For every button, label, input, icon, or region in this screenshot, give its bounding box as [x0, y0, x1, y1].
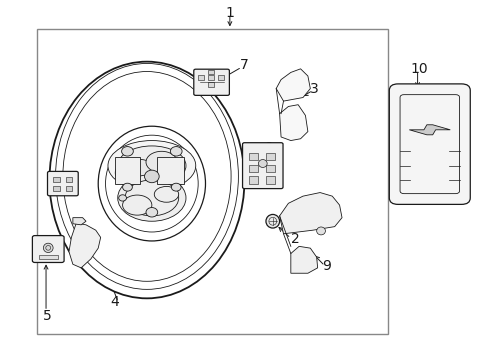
FancyBboxPatch shape [47, 171, 78, 196]
Polygon shape [279, 193, 341, 234]
Bar [37, 30, 387, 334]
Ellipse shape [118, 175, 185, 221]
Bar [207, 70, 213, 74]
Bar [266, 176, 275, 184]
Ellipse shape [119, 195, 126, 201]
Bar [249, 165, 258, 172]
Bar [266, 153, 275, 160]
Bar [217, 75, 223, 80]
Bar [249, 176, 258, 184]
Ellipse shape [265, 215, 279, 228]
FancyBboxPatch shape [193, 69, 229, 95]
Text: 9: 9 [322, 259, 331, 273]
FancyBboxPatch shape [388, 84, 469, 204]
Ellipse shape [108, 140, 195, 191]
Text: 8: 8 [69, 177, 78, 190]
Ellipse shape [43, 243, 53, 252]
FancyBboxPatch shape [242, 143, 283, 189]
Text: 10: 10 [409, 62, 427, 76]
Polygon shape [276, 69, 310, 101]
Ellipse shape [171, 183, 181, 191]
Ellipse shape [122, 147, 133, 156]
Polygon shape [290, 246, 317, 273]
Text: 1: 1 [225, 6, 234, 20]
Text: 6: 6 [264, 141, 272, 155]
Ellipse shape [146, 151, 177, 173]
Bar [207, 82, 213, 87]
Bar [198, 75, 203, 80]
Ellipse shape [146, 208, 158, 217]
Bar [65, 186, 72, 191]
Ellipse shape [122, 195, 152, 215]
Text: 2: 2 [290, 232, 299, 246]
Bar [249, 153, 258, 160]
Ellipse shape [49, 62, 244, 298]
Bar [266, 165, 275, 172]
Bar [115, 157, 140, 184]
Ellipse shape [170, 147, 182, 156]
Ellipse shape [118, 146, 185, 185]
Text: 4: 4 [110, 295, 119, 309]
Polygon shape [73, 218, 86, 225]
Text: 7: 7 [239, 58, 248, 72]
Bar [65, 177, 72, 182]
Bar [53, 186, 60, 191]
Bar [207, 75, 213, 80]
Ellipse shape [144, 170, 159, 183]
Polygon shape [279, 105, 307, 140]
Text: 3: 3 [310, 82, 319, 95]
Ellipse shape [125, 180, 178, 216]
Ellipse shape [154, 186, 178, 202]
Ellipse shape [98, 126, 205, 241]
Ellipse shape [258, 159, 266, 167]
Ellipse shape [316, 227, 325, 235]
FancyBboxPatch shape [32, 235, 64, 262]
Polygon shape [69, 223, 101, 268]
Bar [39, 255, 58, 259]
Ellipse shape [122, 183, 132, 191]
Bar [157, 157, 183, 184]
Ellipse shape [115, 159, 159, 186]
Bar [53, 177, 60, 182]
Polygon shape [408, 125, 449, 135]
Text: 5: 5 [42, 309, 51, 323]
